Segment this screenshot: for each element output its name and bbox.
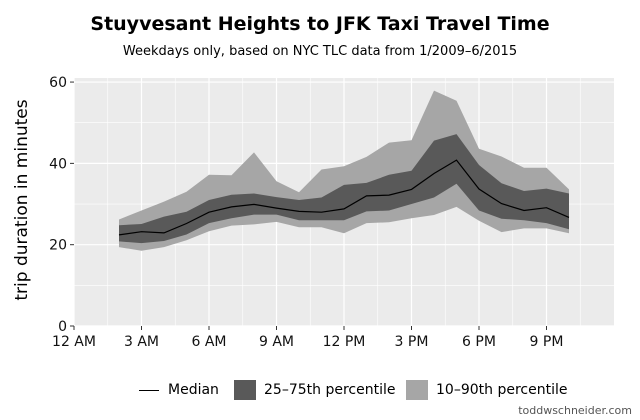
x-tick-label: 12 AM: [52, 334, 96, 350]
legend-label-p1090: 10–90th percentile: [436, 382, 568, 398]
chart-title: Stuyvesant Heights to JFK Taxi Travel Ti…: [90, 13, 550, 35]
x-tick-label: 6 PM: [462, 334, 496, 350]
x-tick-label: 3 PM: [395, 334, 429, 350]
y-tick-label: 0: [58, 319, 67, 335]
x-tick-label: 9 PM: [530, 334, 564, 350]
x-axis-ticks: 12 AM 3 AM 6 AM 9 AM 12 PM 3 PM 6 PM 9 PM: [52, 326, 563, 350]
y-tick-label: 20: [49, 238, 67, 254]
credit-text: toddwschneider.com: [518, 404, 632, 417]
x-tick-label: 3 AM: [124, 334, 159, 350]
legend: Median 25–75th percentile 10–90th percen…: [0, 379, 640, 401]
band-25-75-percentile: [119, 134, 569, 244]
legend-label-median: Median: [168, 382, 219, 398]
legend-label-iqr: 25–75th percentile: [264, 382, 396, 398]
legend-key-p1090: [406, 380, 428, 400]
y-tick-label: 40: [49, 156, 67, 172]
y-axis-ticks: 0 20 40 60: [49, 75, 74, 335]
y-tick-label: 60: [49, 75, 67, 91]
legend-item-p1090: 10–90th percentile: [406, 379, 567, 401]
chart-subtitle: Weekdays only, based on NYC TLC data fro…: [122, 44, 518, 59]
legend-key-iqr: [234, 380, 256, 400]
x-tick-label: 6 AM: [191, 334, 226, 350]
legend-item-iqr: 25–75th percentile: [234, 379, 395, 401]
median-line: [118, 159, 570, 236]
x-tick-label: 9 AM: [259, 334, 294, 350]
legend-key-median: [138, 380, 160, 400]
x-tick-label: 12 PM: [323, 334, 366, 350]
legend-item-median: Median: [138, 379, 219, 401]
